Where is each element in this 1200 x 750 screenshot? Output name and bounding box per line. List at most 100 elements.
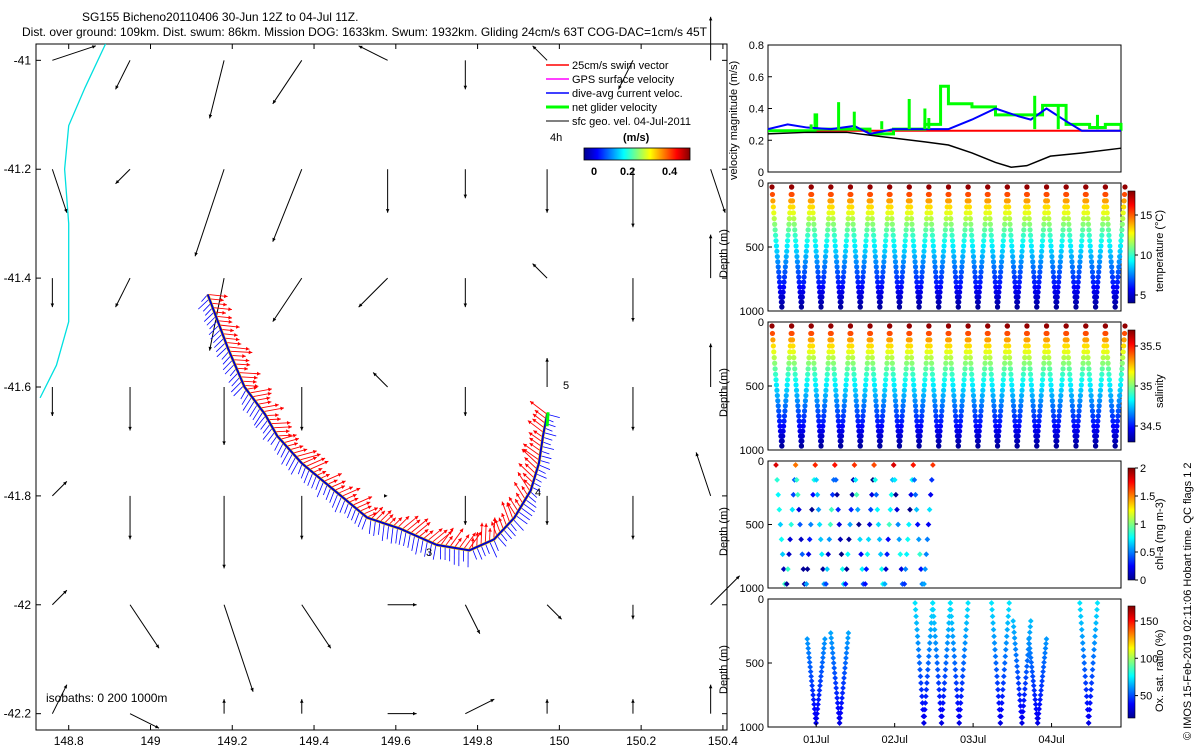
oxygen-point — [1011, 629, 1017, 636]
profile-point — [828, 191, 834, 198]
profile-point — [893, 408, 899, 414]
profile-point — [1109, 408, 1115, 414]
oxygen-point — [808, 673, 814, 680]
profile-point — [1008, 371, 1014, 377]
oxygen-point — [933, 646, 939, 653]
profile-point — [970, 387, 976, 393]
profile-point — [1025, 343, 1031, 349]
chla-point — [813, 477, 820, 483]
profile-point — [1115, 408, 1121, 414]
profile-point — [953, 418, 959, 424]
profile-point — [1021, 221, 1027, 227]
profile-point — [1036, 279, 1042, 285]
oxygen-point — [1030, 678, 1037, 684]
profile-point — [819, 428, 825, 434]
oxygen-point — [1081, 660, 1088, 666]
map-frame — [35, 43, 728, 731]
profile-point — [1019, 243, 1026, 249]
profile-point — [815, 413, 821, 419]
profile-point — [1039, 377, 1046, 383]
profile-point — [879, 418, 885, 424]
profile-point — [830, 360, 837, 366]
profile-point — [1024, 184, 1030, 190]
profile-point — [1001, 371, 1007, 377]
profile-point — [881, 253, 887, 260]
oxygen-point — [939, 706, 946, 713]
oxygen-point — [1042, 650, 1048, 656]
colorbar-tick-label: 10 — [1140, 250, 1152, 262]
profile-point — [872, 253, 879, 260]
profile-point — [1073, 299, 1080, 305]
profile-point — [848, 198, 854, 204]
oxygen-point — [835, 705, 841, 711]
profile-point — [823, 248, 829, 254]
profile-point — [892, 398, 899, 404]
oxygen-point — [1082, 680, 1089, 686]
profile-point — [1026, 355, 1032, 361]
dac-vector — [281, 449, 290, 465]
map-x-tick-label: 149.8 — [463, 734, 493, 748]
profile-point — [941, 243, 947, 249]
profile-point — [820, 418, 826, 424]
profile-point — [796, 418, 802, 424]
profile-point — [791, 221, 797, 227]
profile-point — [873, 264, 879, 270]
profile-point — [1027, 371, 1034, 377]
dac-vector — [517, 511, 531, 521]
oxygen-point — [1030, 682, 1037, 689]
swim-vector-head — [475, 532, 480, 536]
profile-point — [1060, 232, 1066, 238]
profile-point — [977, 418, 983, 424]
profile-point — [1038, 398, 1044, 404]
profile-point — [797, 284, 803, 290]
profile-point — [1040, 371, 1046, 377]
profile-point — [946, 337, 952, 343]
oxygen-point — [1038, 682, 1045, 689]
profile-point — [1043, 323, 1050, 329]
profile-point — [773, 238, 779, 244]
oxygen-point — [1017, 697, 1023, 704]
profile-point — [1008, 377, 1014, 383]
oxygen-point — [930, 613, 937, 620]
profile-point — [849, 204, 855, 210]
oxygen-point — [1021, 691, 1028, 698]
profile-point — [977, 274, 984, 280]
geo-vector-head — [115, 303, 119, 308]
profile-point — [959, 398, 965, 404]
profile-point — [1016, 423, 1022, 429]
profile-point — [878, 433, 884, 439]
chla-point — [807, 521, 814, 528]
chla-point — [878, 566, 885, 572]
profile-point — [903, 366, 909, 372]
oxygen-point — [1014, 669, 1021, 675]
profile-point — [1100, 355, 1106, 361]
profile-point — [808, 184, 814, 190]
oxygen-point — [935, 680, 942, 686]
swim-vector-head — [523, 443, 528, 448]
geo-vector-head — [463, 303, 468, 308]
profile-point — [934, 284, 940, 290]
profile-point — [986, 343, 992, 349]
profile-point — [1087, 377, 1093, 383]
profile-point — [1042, 349, 1048, 355]
swim-vector-head — [220, 298, 224, 302]
profile-point — [1022, 210, 1028, 216]
profile-point — [953, 413, 959, 419]
legend-gps-label: GPS surface velocity — [572, 74, 675, 86]
profile-point — [1009, 243, 1015, 249]
profile-point — [1108, 259, 1114, 265]
oxygen-point — [995, 693, 1002, 700]
chla-point — [883, 566, 889, 572]
profile-point — [991, 408, 998, 414]
profile-point — [813, 253, 820, 260]
profile-point — [823, 243, 829, 249]
profile-point — [810, 355, 817, 361]
profile-point — [1056, 269, 1063, 275]
profile-point — [1087, 382, 1093, 388]
geo-vector-head — [358, 303, 363, 308]
profile-point — [830, 349, 836, 355]
profile-point — [812, 371, 818, 377]
profile-point — [796, 413, 802, 419]
profile-point — [985, 323, 991, 329]
swim-vector-head — [405, 516, 410, 521]
